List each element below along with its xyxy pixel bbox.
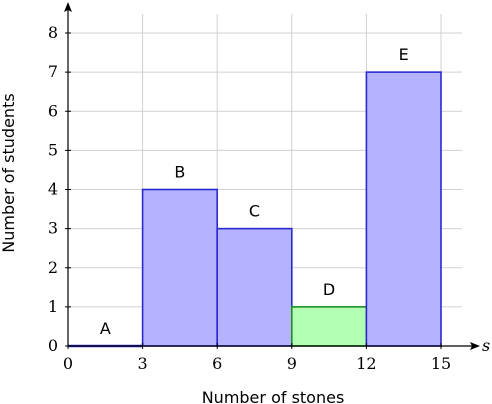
x-tick-label: 15 [431, 354, 451, 373]
x-tick-label: 6 [212, 354, 222, 373]
y-tick-label: 1 [48, 297, 58, 316]
y-tick-label: 3 [48, 219, 58, 238]
bars [68, 71, 442, 348]
axes [64, 2, 480, 350]
bar-b [141, 188, 219, 347]
x-tick-label: 9 [287, 354, 297, 373]
y-tick-label: 5 [48, 140, 58, 159]
bar-label-b: B [174, 163, 185, 182]
y-tick-label: 6 [48, 101, 58, 120]
bar-label-a: A [100, 319, 111, 338]
bar-label-d: D [323, 280, 335, 299]
y-axis-title: Number of students [0, 93, 18, 252]
x-axis-symbol: s [482, 336, 490, 355]
x-axis-arrow-icon [470, 342, 480, 350]
category-labels: A B C D E [100, 45, 409, 338]
y-tick-label: 8 [48, 23, 58, 42]
y-tick-label: 0 [48, 336, 58, 355]
bar-label-e: E [399, 45, 409, 64]
bar-e [365, 71, 442, 347]
x-axis-title: Number of stones [202, 388, 345, 404]
y-tick-label: 7 [48, 62, 58, 81]
bar-label-c: C [249, 202, 260, 221]
x-tick-label: 12 [356, 354, 376, 373]
y-tick-label: 4 [48, 180, 58, 199]
x-tick-label: 0 [63, 354, 73, 373]
y-axis-arrow-icon [64, 2, 72, 12]
bar-d [290, 306, 368, 347]
bar-c [216, 227, 293, 347]
y-tick-label: 2 [48, 258, 58, 277]
x-tick-label: 3 [138, 354, 148, 373]
